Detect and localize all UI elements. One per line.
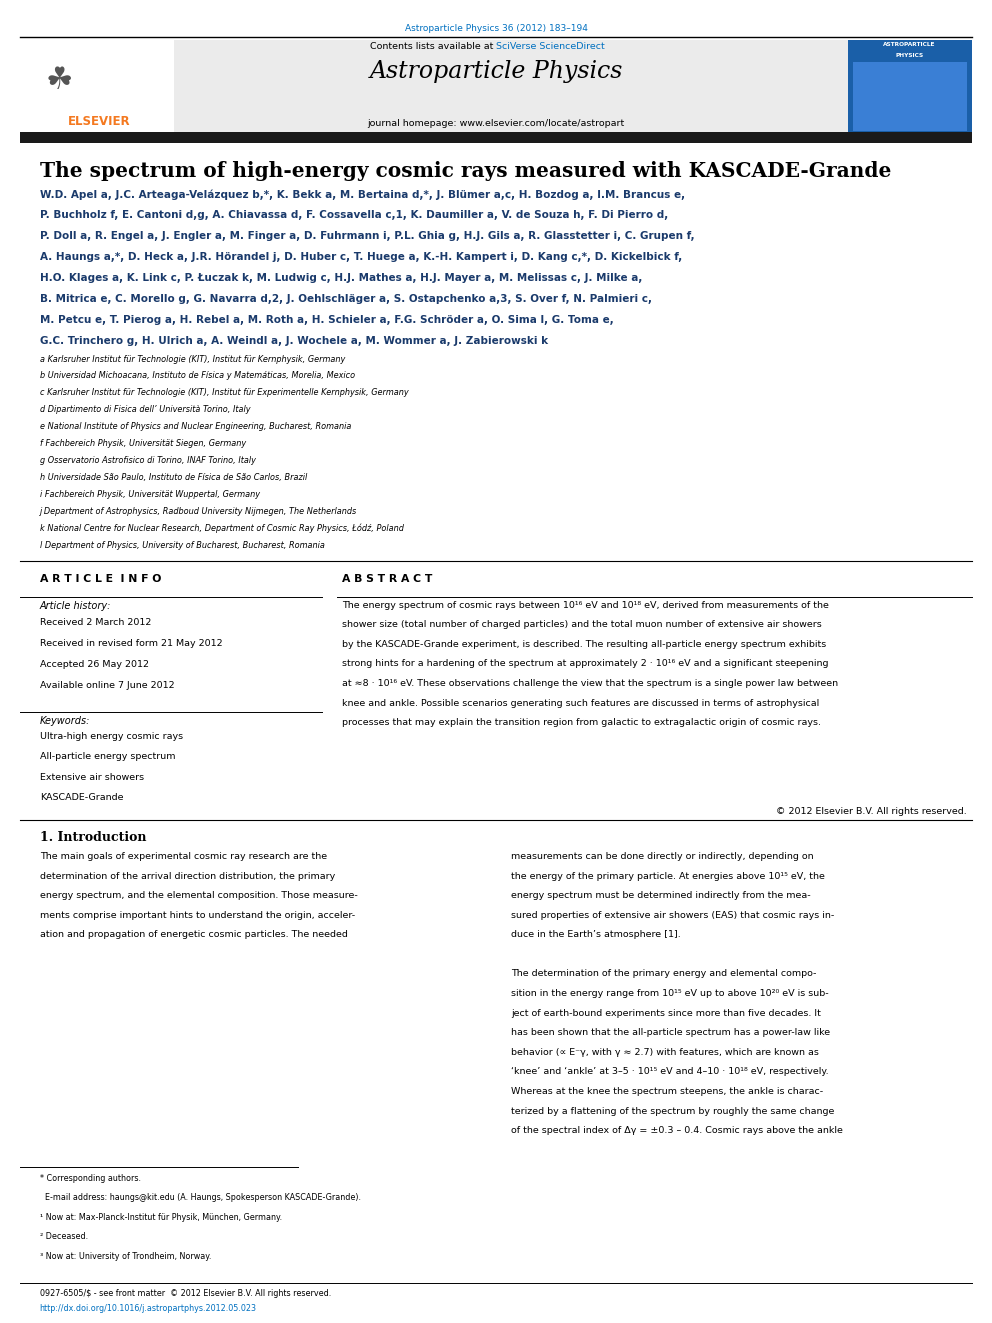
Text: measurements can be done directly or indirectly, depending on: measurements can be done directly or ind…: [511, 852, 813, 861]
Text: Contents lists available at: Contents lists available at: [370, 42, 496, 52]
Text: KASCADE-Grande: KASCADE-Grande: [40, 794, 123, 802]
Text: a Karlsruher Institut für Technologie (KIT), Institut für Kernphysik, Germany: a Karlsruher Institut für Technologie (K…: [40, 355, 345, 364]
Text: at ≈8 · 10¹⁶ eV. These observations challenge the view that the spectrum is a si: at ≈8 · 10¹⁶ eV. These observations chal…: [342, 679, 838, 688]
Text: behavior (∝ E⁻γ, with γ ≈ 2.7) with features, which are known as: behavior (∝ E⁻γ, with γ ≈ 2.7) with feat…: [511, 1048, 818, 1057]
Text: The spectrum of high-energy cosmic rays measured with KASCADE-Grande: The spectrum of high-energy cosmic rays …: [40, 161, 891, 181]
Text: ‘knee’ and ‘ankle’ at 3–5 · 10¹⁵ eV and 4–10 · 10¹⁸ eV, respectively.: ‘knee’ and ‘ankle’ at 3–5 · 10¹⁵ eV and …: [511, 1068, 828, 1077]
Text: knee and ankle. Possible scenarios generating such features are discussed in ter: knee and ankle. Possible scenarios gener…: [342, 699, 819, 708]
Text: ² Deceased.: ² Deceased.: [40, 1232, 88, 1241]
Text: j Department of Astrophysics, Radboud University Nijmegen, The Netherlands: j Department of Astrophysics, Radboud Un…: [40, 507, 357, 516]
Text: PHYSICS: PHYSICS: [896, 53, 924, 58]
Text: A B S T R A C T: A B S T R A C T: [342, 574, 433, 585]
Text: B. Mitrica e, C. Morello g, G. Navarra d,2, J. Oehlschläger a, S. Ostapchenko a,: B. Mitrica e, C. Morello g, G. Navarra d…: [40, 294, 652, 304]
Text: The determination of the primary energy and elemental compo-: The determination of the primary energy …: [511, 970, 816, 979]
Text: e National Institute of Physics and Nuclear Engineering, Bucharest, Romania: e National Institute of Physics and Nucl…: [40, 422, 351, 431]
FancyBboxPatch shape: [20, 40, 174, 135]
Text: sured properties of extensive air showers (EAS) that cosmic rays in-: sured properties of extensive air shower…: [511, 910, 834, 919]
Text: energy spectrum must be determined indirectly from the mea-: energy spectrum must be determined indir…: [511, 892, 810, 900]
Text: ☘: ☘: [46, 66, 73, 95]
Text: The energy spectrum of cosmic rays between 10¹⁶ eV and 10¹⁸ eV, derived from mea: The energy spectrum of cosmic rays betwe…: [342, 601, 829, 610]
Text: Astroparticle Physics 36 (2012) 183–194: Astroparticle Physics 36 (2012) 183–194: [405, 24, 587, 33]
Text: * Corresponding authors.: * Corresponding authors.: [40, 1174, 141, 1183]
Text: ELSEVIER: ELSEVIER: [67, 115, 131, 128]
Text: processes that may explain the transition region from galactic to extragalactic : processes that may explain the transitio…: [342, 718, 821, 728]
Text: duce in the Earth’s atmosphere [1].: duce in the Earth’s atmosphere [1].: [511, 930, 681, 939]
Text: c Karlsruher Institut für Technologie (KIT), Institut für Experimentelle Kernphy: c Karlsruher Institut für Technologie (K…: [40, 389, 409, 397]
Text: Received 2 March 2012: Received 2 March 2012: [40, 618, 151, 627]
Text: l Department of Physics, University of Bucharest, Bucharest, Romania: l Department of Physics, University of B…: [40, 541, 324, 550]
Text: f Fachbereich Physik, Universität Siegen, Germany: f Fachbereich Physik, Universität Siegen…: [40, 439, 246, 448]
Text: SciVerse ScienceDirect: SciVerse ScienceDirect: [496, 42, 605, 52]
Text: 0927-6505/$ - see front matter  © 2012 Elsevier B.V. All rights reserved.: 0927-6505/$ - see front matter © 2012 El…: [40, 1289, 331, 1298]
Text: Article history:: Article history:: [40, 601, 111, 611]
Text: i Fachbereich Physik, Universität Wuppertal, Germany: i Fachbereich Physik, Universität Wupper…: [40, 490, 260, 499]
Text: P. Doll a, R. Engel a, J. Engler a, M. Finger a, D. Fuhrmann i, P.L. Ghia g, H.J: P. Doll a, R. Engel a, J. Engler a, M. F…: [40, 232, 694, 241]
Text: G.C. Trinchero g, H. Ulrich a, A. Weindl a, J. Wochele a, M. Wommer a, J. Zabier: G.C. Trinchero g, H. Ulrich a, A. Weindl…: [40, 336, 548, 345]
Text: sition in the energy range from 10¹⁵ eV up to above 10²⁰ eV is sub-: sition in the energy range from 10¹⁵ eV …: [511, 990, 828, 998]
Text: d Dipartimento di Fisica dell’ Università Torino, Italy: d Dipartimento di Fisica dell’ Universit…: [40, 405, 250, 414]
FancyBboxPatch shape: [848, 40, 972, 135]
Text: Whereas at the knee the spectrum steepens, the ankle is charac-: Whereas at the knee the spectrum steepen…: [511, 1088, 823, 1095]
Text: A R T I C L E  I N F O: A R T I C L E I N F O: [40, 574, 161, 585]
Text: Accepted 26 May 2012: Accepted 26 May 2012: [40, 660, 149, 668]
Text: ject of earth-bound experiments since more than five decades. It: ject of earth-bound experiments since mo…: [511, 1008, 820, 1017]
Text: Astroparticle Physics: Astroparticle Physics: [369, 60, 623, 82]
Text: has been shown that the all-particle spectrum has a power-law like: has been shown that the all-particle spe…: [511, 1028, 830, 1037]
Text: Available online 7 June 2012: Available online 7 June 2012: [40, 680, 175, 689]
Text: energy spectrum, and the elemental composition. Those measure-: energy spectrum, and the elemental compo…: [40, 892, 357, 900]
Text: the energy of the primary particle. At energies above 10¹⁵ eV, the: the energy of the primary particle. At e…: [511, 872, 824, 881]
Text: h Universidade São Paulo, Instituto de Física de São Carlos, Brazil: h Universidade São Paulo, Instituto de F…: [40, 474, 307, 482]
Text: strong hints for a hardening of the spectrum at approximately 2 · 10¹⁶ eV and a : strong hints for a hardening of the spec…: [342, 659, 828, 668]
Text: by the KASCADE-Grande experiment, is described. The resulting all-particle energ: by the KASCADE-Grande experiment, is des…: [342, 640, 826, 648]
Text: 1. Introduction: 1. Introduction: [40, 831, 146, 844]
Text: terized by a flattening of the spectrum by roughly the same change: terized by a flattening of the spectrum …: [511, 1106, 834, 1115]
FancyBboxPatch shape: [20, 40, 972, 135]
Text: shower size (total number of charged particles) and the total muon number of ext: shower size (total number of charged par…: [342, 620, 822, 630]
Text: g Osservatorio Astrofisico di Torino, INAF Torino, Italy: g Osservatorio Astrofisico di Torino, IN…: [40, 456, 256, 466]
FancyBboxPatch shape: [853, 62, 967, 131]
Text: http://dx.doi.org/10.1016/j.astropartphys.2012.05.023: http://dx.doi.org/10.1016/j.astropartphy…: [40, 1304, 257, 1314]
Text: of the spectral index of Δγ = ±0.3 – 0.4. Cosmic rays above the ankle: of the spectral index of Δγ = ±0.3 – 0.4…: [511, 1126, 843, 1135]
Text: ³ Now at: University of Trondheim, Norway.: ³ Now at: University of Trondheim, Norwa…: [40, 1252, 211, 1261]
Text: The main goals of experimental cosmic ray research are the: The main goals of experimental cosmic ra…: [40, 852, 326, 861]
Text: ¹ Now at: Max-Planck-Institut für Physik, München, Germany.: ¹ Now at: Max-Planck-Institut für Physik…: [40, 1213, 282, 1221]
Text: © 2012 Elsevier B.V. All rights reserved.: © 2012 Elsevier B.V. All rights reserved…: [777, 807, 967, 816]
Text: determination of the arrival direction distribution, the primary: determination of the arrival direction d…: [40, 872, 335, 881]
Text: H.O. Klages a, K. Link c, P. Łuczak k, M. Ludwig c, H.J. Mathes a, H.J. Mayer a,: H.O. Klages a, K. Link c, P. Łuczak k, M…: [40, 273, 642, 283]
Text: ments comprise important hints to understand the origin, acceler-: ments comprise important hints to unders…: [40, 910, 355, 919]
Text: E-mail address: haungs@kit.edu (A. Haungs, Spokesperson KASCADE-Grande).: E-mail address: haungs@kit.edu (A. Haung…: [40, 1193, 361, 1203]
Text: journal homepage: www.elsevier.com/locate/astropart: journal homepage: www.elsevier.com/locat…: [367, 119, 625, 128]
Text: b Universidad Michoacana, Instituto de Física y Matemáticas, Morelia, Mexico: b Universidad Michoacana, Instituto de F…: [40, 372, 355, 381]
Text: Extensive air showers: Extensive air showers: [40, 773, 144, 782]
Text: ASTROPARTICLE: ASTROPARTICLE: [884, 42, 935, 48]
Text: All-particle energy spectrum: All-particle energy spectrum: [40, 751, 176, 761]
Text: P. Buchholz f, E. Cantoni d,g, A. Chiavassa d, F. Cossavella c,1, K. Daumiller a: P. Buchholz f, E. Cantoni d,g, A. Chiava…: [40, 210, 668, 220]
Text: W.D. Apel a, J.C. Arteaga-Velázquez b,*, K. Bekk a, M. Bertaina d,*, J. Blümer a: W.D. Apel a, J.C. Arteaga-Velázquez b,*,…: [40, 189, 684, 200]
Text: k National Centre for Nuclear Research, Department of Cosmic Ray Physics, Łódź, : k National Centre for Nuclear Research, …: [40, 524, 404, 533]
Text: Ultra-high energy cosmic rays: Ultra-high energy cosmic rays: [40, 732, 183, 741]
Text: A. Haungs a,*, D. Heck a, J.R. Hörandel j, D. Huber c, T. Huege a, K.-H. Kampert: A. Haungs a,*, D. Heck a, J.R. Hörandel …: [40, 251, 682, 262]
Text: M. Petcu e, T. Pierog a, H. Rebel a, M. Roth a, H. Schieler a, F.G. Schröder a, : M. Petcu e, T. Pierog a, H. Rebel a, M. …: [40, 315, 613, 324]
FancyBboxPatch shape: [20, 132, 972, 143]
Text: ation and propagation of energetic cosmic particles. The needed: ation and propagation of energetic cosmi…: [40, 930, 347, 939]
Text: Received in revised form 21 May 2012: Received in revised form 21 May 2012: [40, 639, 222, 648]
Text: Keywords:: Keywords:: [40, 716, 90, 726]
